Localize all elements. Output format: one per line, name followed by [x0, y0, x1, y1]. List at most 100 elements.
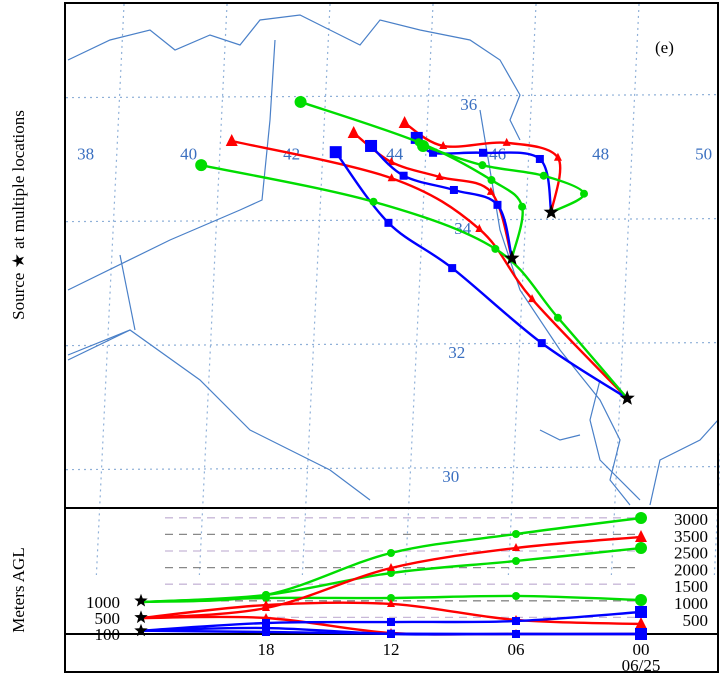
time-tick-label: 18 [258, 640, 275, 659]
trajectory-marker [387, 173, 396, 182]
longitude-label: 48 [592, 145, 609, 164]
trajectory-marker [398, 116, 411, 129]
parallel-line [65, 466, 717, 471]
trajectory-marker [535, 154, 544, 163]
trajectory-marker [493, 200, 502, 209]
meridian-line [507, 0, 537, 576]
height-marker [635, 605, 647, 618]
map-graticule [65, 0, 720, 576]
longitude-label: 50 [695, 145, 712, 164]
trajectory-marker [486, 186, 495, 195]
trajectory-marker [518, 202, 527, 211]
height-marker [387, 618, 395, 627]
trajectory-marker [387, 157, 396, 166]
height-marker [387, 629, 395, 638]
trajectory-marker [414, 138, 423, 147]
border-sw [67, 254, 136, 356]
trajectory-marker [580, 189, 589, 198]
longitude-label: 38 [77, 145, 94, 164]
height-marker [387, 598, 395, 607]
panel-label: (e) [655, 38, 674, 57]
longitude-label: 40 [180, 145, 197, 164]
coast-gulf [539, 379, 641, 501]
meridian-line [301, 0, 331, 576]
height-series-green-line [140, 516, 642, 604]
border-east [649, 419, 719, 506]
trajectory-marker [225, 134, 238, 146]
height-marker [387, 548, 395, 557]
trajectories [195, 95, 635, 405]
trajectory-marker [384, 218, 393, 227]
latitude-label: 32 [448, 343, 465, 362]
source-star-icon [504, 250, 520, 265]
date-label: 06/25 [622, 656, 661, 675]
height-marker [635, 529, 647, 542]
height-marker [387, 562, 395, 571]
source-star-icon [543, 204, 559, 219]
trajectory-marker [429, 148, 438, 157]
river-east [479, 109, 631, 506]
map-y-title: Source ★ at multiple locations [9, 110, 28, 320]
trajectory-marker [448, 264, 457, 273]
trajectory-marker [478, 161, 487, 170]
trajectory-marker [399, 171, 408, 180]
start-height-label: 1000 [86, 593, 120, 612]
trajectory-marker [435, 171, 444, 180]
height-marker [262, 594, 270, 603]
meridian-line [198, 0, 228, 576]
height-marker [512, 591, 520, 600]
height-marker [262, 628, 270, 637]
height-marker [512, 543, 520, 552]
height-marker [387, 569, 395, 578]
start-height-star-icon [134, 610, 148, 624]
right-axis-label: 500 [683, 611, 709, 630]
map-frame [64, 2, 719, 509]
time-tick-label: 12 [383, 640, 400, 659]
right-axis-label: 3500 [674, 527, 708, 546]
trajectory-marker [365, 139, 378, 152]
height-marker [262, 612, 270, 621]
height-marker [635, 542, 647, 555]
parallel-line [65, 94, 717, 99]
border-west [67, 39, 276, 291]
trajectory-marker [478, 148, 487, 157]
height-marker [512, 530, 520, 539]
start-height-label: 100 [95, 625, 121, 644]
trajectory-green-line [200, 164, 629, 400]
start-height-star-icon [134, 623, 148, 637]
height-marker [635, 594, 647, 607]
right-axis-label: 1500 [674, 577, 708, 596]
trajectory-green-line [300, 100, 524, 259]
trajectory-marker [439, 140, 448, 149]
time-tick-label: 00 [633, 640, 650, 659]
right-axis-label: 3000 [674, 510, 708, 529]
height-marker [512, 556, 520, 565]
time-tick-label: 06 [508, 640, 525, 659]
trajectory-marker [553, 313, 562, 322]
trajectory-marker [537, 339, 546, 348]
source-star-icon [619, 390, 635, 405]
right-axis-label: 2500 [674, 544, 708, 563]
trajectory-marker [502, 137, 511, 146]
latitude-label: 30 [442, 467, 459, 486]
start-height-star-icon [134, 593, 148, 607]
trajectory-marker [369, 197, 378, 206]
meridian-line [610, 0, 640, 576]
trajectory-marker [553, 152, 562, 161]
parallel-line [65, 342, 717, 347]
trajectory-marker [329, 146, 342, 159]
meridian-line [95, 0, 125, 576]
height-marker [512, 630, 520, 638]
height-panel-frame [64, 507, 719, 673]
longitude-label: 44 [386, 145, 404, 164]
right-axis-label: 2000 [674, 560, 708, 579]
height-marker [635, 511, 647, 524]
height-y-title: Meters AGL [9, 547, 28, 632]
height-marker [512, 617, 520, 626]
start-height-label: 500 [95, 609, 121, 628]
trajectory-marker [539, 171, 548, 180]
trajectory-marker [528, 294, 537, 303]
trajectory-marker [347, 125, 360, 138]
